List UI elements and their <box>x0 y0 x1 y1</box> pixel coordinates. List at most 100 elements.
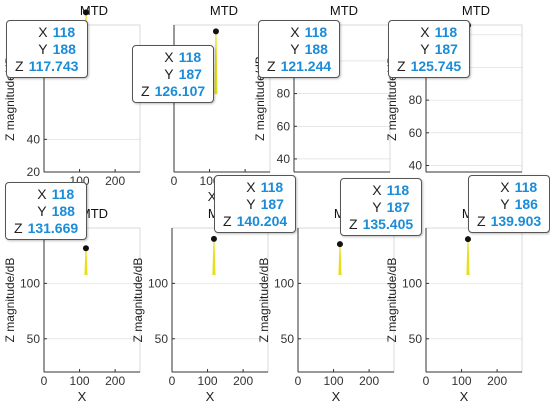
datatip-x-row: X 118 <box>141 49 207 66</box>
datatip-x-label: X <box>420 24 430 40</box>
y-tick-label: 50 <box>27 332 41 346</box>
x-axis-label: X <box>460 389 469 404</box>
datatip-z-label: Z <box>141 83 150 99</box>
datatip-x-label: X <box>38 24 48 40</box>
datatip-y-row: Y 187 <box>141 66 207 83</box>
x-axis-label: X <box>208 189 217 204</box>
chart-panel-5: 0 100 200 50 100 MTD X Z magnitude/dB <box>3 206 141 404</box>
datatip-x-value: 118 <box>386 182 410 198</box>
x-axis-label: X <box>206 389 215 404</box>
x-tick-label: 100 <box>324 374 344 388</box>
datatip-3: X 118 Y 188 Z 121.244 <box>258 20 340 78</box>
datatip-y-label: Y <box>372 199 382 215</box>
x-tick-label: 100 <box>452 374 472 388</box>
datatip-x-value: 118 <box>52 24 76 40</box>
datatip-z-value: 121.244 <box>280 58 332 74</box>
datatip-x-row: X 118 <box>477 179 543 196</box>
datatip-x-value: 118 <box>434 24 458 40</box>
peak-spike <box>214 31 218 95</box>
datatip-y-row: Y 187 <box>349 199 415 216</box>
datatip-y-value: 186 <box>514 196 538 212</box>
chart-title: MTD <box>80 206 108 221</box>
datatip-z-row: Z 117.743 <box>15 58 81 75</box>
y-tick-label: 60 <box>277 119 291 133</box>
datatip-x-label: X <box>37 186 47 202</box>
datatip-x-label: X <box>164 49 174 65</box>
datatip-z-value: 117.743 <box>28 58 79 74</box>
datatip-z-row: Z 121.244 <box>267 58 333 75</box>
datatip-x-row: X 118 <box>14 186 80 203</box>
y-tick-label: 80 <box>409 93 423 107</box>
y-tick-label: 100 <box>20 276 40 290</box>
x-tick-label: 0 <box>41 374 48 388</box>
datatip-y-label: Y <box>164 66 174 82</box>
datatip-x-label: X <box>290 24 300 40</box>
y-tick-label: 50 <box>155 332 169 346</box>
datatip-z-value: 126.107 <box>154 83 206 99</box>
chart-title: MTD <box>330 3 358 18</box>
y-tick-label: 50 <box>281 332 295 346</box>
chart-title: MTD <box>80 3 108 18</box>
x-tick-label: 0 <box>295 374 302 388</box>
datatip-z-label: Z <box>223 213 232 229</box>
x-tick-label: 200 <box>359 374 379 388</box>
datatip-4: X 118 Y 187 Z 125.745 <box>388 20 470 78</box>
y-tick-label: 60 <box>409 126 423 140</box>
y-axis-label: Z magnitude/dB <box>3 258 17 343</box>
datatip-x-row: X 118 <box>15 24 81 41</box>
x-tick-label: 100 <box>70 374 90 388</box>
datatip-z-row: Z 126.107 <box>141 83 207 100</box>
y-axis-label: Z magnitude/dB <box>257 258 271 343</box>
datatip-z-label: Z <box>397 58 406 74</box>
datatip-x-row: X 118 <box>267 24 333 41</box>
y-tick-label: 40 <box>277 152 291 166</box>
datatip-x-value: 118 <box>178 49 202 65</box>
datatip-x-label: X <box>246 179 256 195</box>
datatip-y-value: 187 <box>178 66 202 82</box>
y-tick-label: 100 <box>402 276 422 290</box>
datatip-z-label: Z <box>349 216 358 232</box>
datatip-z-label: Z <box>14 220 23 236</box>
peak-spike <box>84 248 88 276</box>
datatip-z-label: Z <box>267 58 276 74</box>
datatip-z-value: 131.669 <box>27 220 79 236</box>
datatip-x-value: 118 <box>514 179 538 195</box>
datatip-y-label: Y <box>38 41 48 57</box>
datatip-y-row: Y 187 <box>397 41 463 58</box>
chart-title: MTD <box>210 3 238 18</box>
datatip-6: X 118 Y 187 Z 140.204 <box>214 175 296 233</box>
datatip-y-label: Y <box>420 41 430 57</box>
datatip-x-row: X 118 <box>223 179 289 196</box>
y-tick-label: 100 <box>274 276 294 290</box>
datatip-y-value: 188 <box>52 41 76 57</box>
datatip-x-label: X <box>500 179 510 195</box>
datatip-z-value: 139.903 <box>490 213 542 229</box>
y-tick-label: 100 <box>148 276 168 290</box>
y-tick-label: 50 <box>409 332 423 346</box>
datatip-y-row: Y 186 <box>477 196 543 213</box>
datatip-z-value: 125.745 <box>410 58 462 74</box>
x-tick-label: 0 <box>169 374 176 388</box>
datatip-y-value: 187 <box>386 199 410 215</box>
x-axis-label: X <box>78 389 87 404</box>
datatip-y-row: Y 188 <box>267 41 333 58</box>
y-axis-label: Z magnitude/dB <box>131 258 145 343</box>
datatip-y-value: 188 <box>51 203 75 219</box>
y-tick-label: 20 <box>27 165 41 179</box>
x-tick-label: 0 <box>171 174 178 188</box>
datatip-y-row: Y 187 <box>223 196 289 213</box>
datatip-x-label: X <box>372 182 382 198</box>
x-tick-label: 100 <box>198 374 218 388</box>
peak-marker <box>464 236 471 243</box>
datatip-y-label: Y <box>290 41 300 57</box>
peak-spike <box>212 238 216 276</box>
chart-title: MTD <box>462 3 490 18</box>
x-tick-label: 0 <box>423 374 430 388</box>
datatip-y-label: Y <box>246 196 256 212</box>
datatip-1: X 118 Y 188 Z 117.743 <box>6 20 88 78</box>
y-axis-label: Z magnitude/dB <box>385 258 399 343</box>
datatip-z-row: Z 135.405 <box>349 216 415 233</box>
y-tick-label: 40 <box>27 132 41 146</box>
x-tick-label: 200 <box>233 374 253 388</box>
